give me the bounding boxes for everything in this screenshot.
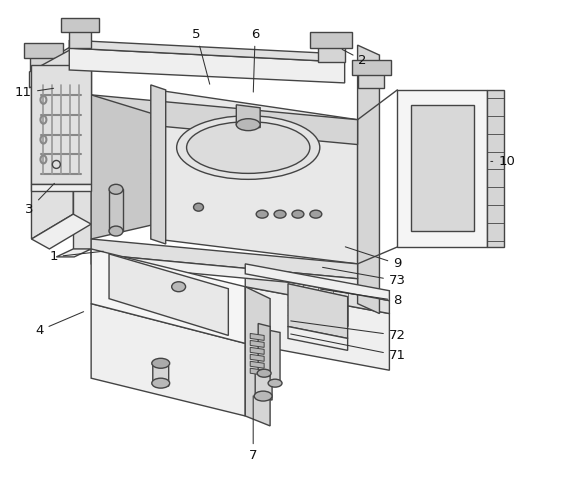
Text: 73: 73: [323, 267, 406, 287]
Polygon shape: [61, 18, 99, 32]
Text: 10: 10: [491, 155, 515, 168]
Polygon shape: [250, 347, 264, 354]
Polygon shape: [250, 354, 264, 361]
Ellipse shape: [268, 379, 282, 387]
Polygon shape: [397, 90, 487, 247]
Polygon shape: [250, 368, 264, 375]
Polygon shape: [29, 48, 73, 88]
Polygon shape: [32, 214, 91, 249]
Polygon shape: [56, 249, 91, 257]
Ellipse shape: [236, 119, 260, 131]
Ellipse shape: [292, 210, 304, 218]
Polygon shape: [32, 65, 91, 184]
Text: 72: 72: [291, 321, 406, 342]
Ellipse shape: [172, 282, 185, 292]
Polygon shape: [245, 264, 389, 301]
Ellipse shape: [274, 210, 286, 218]
Polygon shape: [255, 370, 272, 400]
Text: 8: 8: [320, 289, 402, 307]
Polygon shape: [151, 85, 166, 244]
Polygon shape: [109, 189, 123, 231]
Polygon shape: [153, 363, 169, 386]
Polygon shape: [24, 43, 63, 58]
Ellipse shape: [152, 378, 170, 388]
Polygon shape: [250, 341, 264, 347]
Polygon shape: [352, 60, 391, 75]
Text: 2: 2: [342, 49, 367, 67]
Text: 5: 5: [192, 28, 210, 84]
Polygon shape: [69, 40, 344, 62]
Ellipse shape: [177, 116, 320, 179]
Polygon shape: [236, 105, 260, 127]
Ellipse shape: [109, 226, 123, 236]
Polygon shape: [245, 274, 389, 314]
Polygon shape: [69, 30, 91, 48]
Polygon shape: [32, 184, 91, 191]
Polygon shape: [91, 249, 245, 343]
Text: 11: 11: [15, 86, 53, 99]
Polygon shape: [156, 90, 358, 264]
Polygon shape: [258, 323, 270, 376]
Polygon shape: [487, 90, 504, 247]
Polygon shape: [358, 45, 379, 314]
Polygon shape: [288, 284, 348, 339]
Polygon shape: [91, 304, 245, 416]
Ellipse shape: [310, 210, 322, 218]
Polygon shape: [32, 45, 73, 239]
Text: 1: 1: [49, 251, 103, 263]
Text: 3: 3: [25, 183, 55, 216]
Polygon shape: [358, 72, 385, 88]
Ellipse shape: [187, 122, 310, 173]
Ellipse shape: [152, 358, 170, 368]
Text: 71: 71: [290, 334, 406, 362]
Polygon shape: [288, 327, 348, 350]
Polygon shape: [73, 40, 91, 249]
Polygon shape: [310, 32, 352, 48]
Polygon shape: [29, 55, 56, 72]
Polygon shape: [250, 333, 264, 341]
Ellipse shape: [109, 184, 123, 194]
Text: 7: 7: [249, 396, 258, 462]
Polygon shape: [91, 239, 358, 279]
Ellipse shape: [193, 203, 204, 211]
Polygon shape: [91, 95, 156, 239]
Text: 6: 6: [251, 28, 259, 92]
Polygon shape: [109, 254, 228, 335]
Text: 9: 9: [346, 247, 402, 270]
Ellipse shape: [257, 369, 271, 377]
Polygon shape: [69, 48, 344, 83]
Polygon shape: [270, 331, 280, 385]
Polygon shape: [91, 254, 358, 289]
Polygon shape: [250, 361, 264, 368]
Ellipse shape: [254, 391, 272, 401]
Text: 4: 4: [35, 312, 84, 337]
Ellipse shape: [256, 210, 268, 218]
Polygon shape: [245, 287, 389, 370]
Polygon shape: [412, 105, 474, 231]
Polygon shape: [91, 95, 358, 145]
Polygon shape: [245, 287, 270, 426]
Polygon shape: [318, 45, 344, 62]
